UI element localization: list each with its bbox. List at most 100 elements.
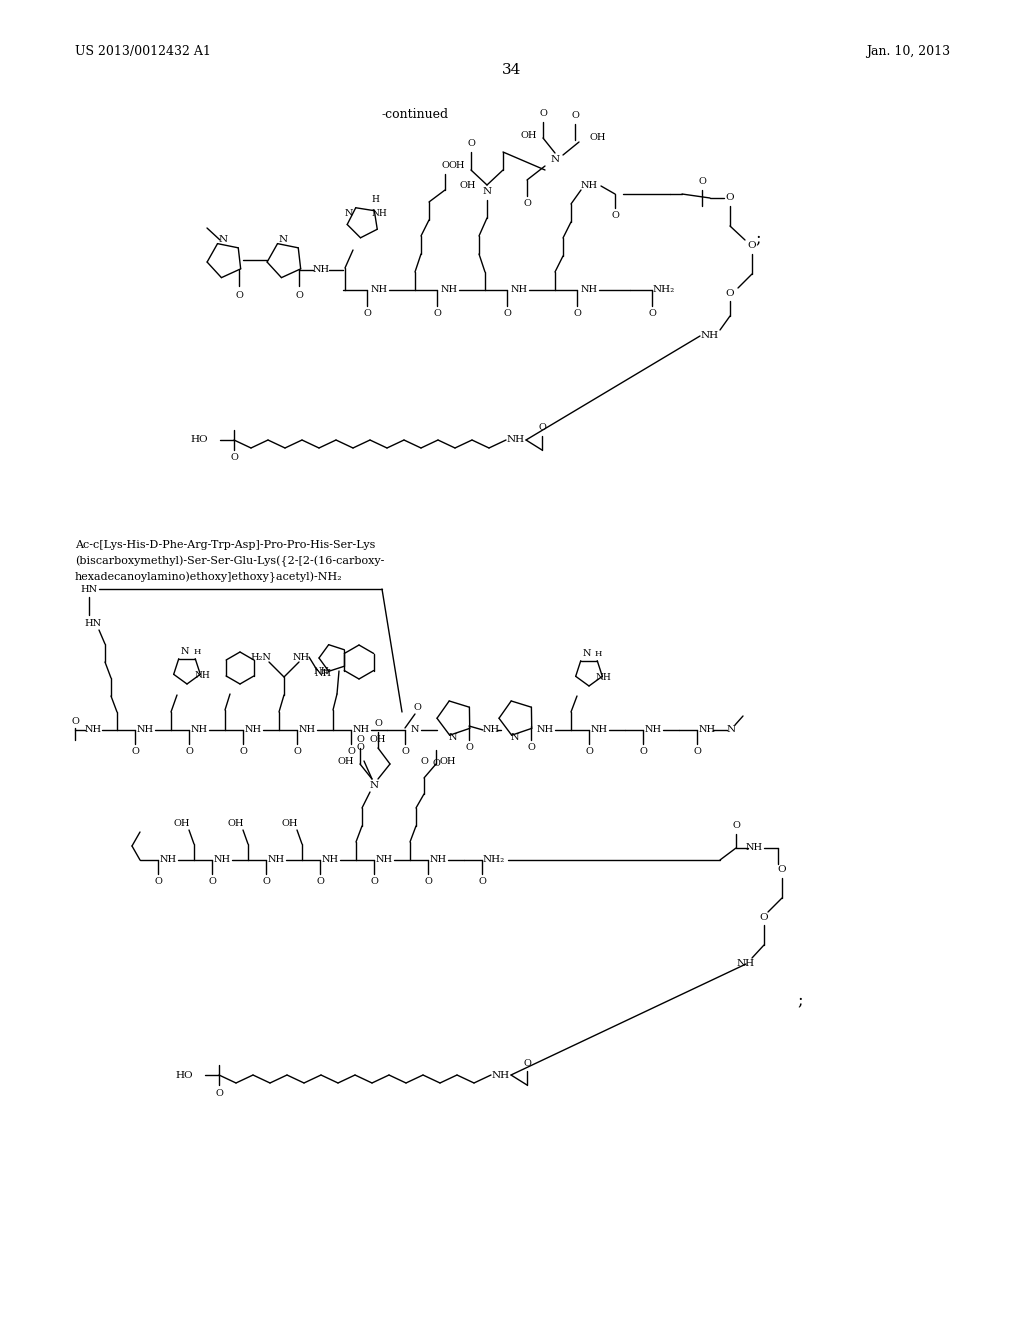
Text: O: O	[539, 110, 547, 119]
Text: NH: NH	[581, 285, 598, 294]
Text: O: O	[726, 194, 734, 202]
Text: NH: NH	[698, 726, 716, 734]
Text: N: N	[218, 235, 227, 244]
Text: NH: NH	[267, 855, 285, 865]
Text: NH: NH	[160, 855, 176, 865]
Text: H: H	[194, 648, 201, 656]
Text: NH: NH	[537, 726, 554, 734]
Text: OH: OH	[439, 758, 457, 767]
Text: NH: NH	[313, 668, 329, 676]
Text: NH: NH	[312, 265, 330, 275]
Text: OH: OH	[589, 133, 605, 143]
Text: O: O	[316, 878, 324, 887]
Text: O: O	[374, 719, 382, 729]
Text: NH: NH	[595, 673, 611, 682]
Text: O: O	[424, 878, 432, 887]
Text: O: O	[639, 747, 647, 756]
Text: NH: NH	[644, 726, 662, 734]
Text: O: O	[293, 747, 301, 756]
Text: O: O	[154, 878, 162, 887]
Text: NH: NH	[371, 285, 387, 294]
Text: OH: OH	[227, 820, 245, 829]
Text: OH: OH	[459, 181, 475, 190]
Text: H: H	[371, 195, 379, 205]
Text: NH: NH	[136, 726, 154, 734]
Text: O: O	[732, 821, 740, 830]
Text: NH: NH	[298, 726, 315, 734]
Text: O: O	[433, 309, 441, 318]
Text: N: N	[411, 726, 419, 734]
Text: O: O	[777, 866, 786, 874]
Text: Jan. 10, 2013: Jan. 10, 2013	[866, 45, 950, 58]
Text: O: O	[347, 747, 355, 756]
Text: O: O	[401, 747, 409, 756]
Text: NH: NH	[510, 285, 527, 294]
Text: O: O	[262, 878, 270, 887]
Text: NH: NH	[322, 855, 339, 865]
Text: NH: NH	[84, 726, 101, 734]
Text: NH: NH	[492, 1071, 510, 1080]
Text: (biscarboxymethyl)-Ser-Ser-Glu-Lys({2-[2-(16-carboxy-: (biscarboxymethyl)-Ser-Ser-Glu-Lys({2-[2…	[75, 556, 384, 566]
Text: OH: OH	[449, 161, 465, 170]
Text: N: N	[345, 210, 353, 219]
Text: NH: NH	[440, 285, 458, 294]
Text: N: N	[726, 726, 735, 734]
Text: O: O	[370, 878, 378, 887]
Text: N: N	[370, 781, 379, 791]
Text: N: N	[511, 734, 519, 742]
Text: US 2013/0012432 A1: US 2013/0012432 A1	[75, 45, 211, 58]
Text: NH₂: NH₂	[483, 855, 505, 865]
Text: NH: NH	[701, 331, 719, 341]
Text: ;: ;	[798, 991, 803, 1008]
Text: O: O	[585, 747, 593, 756]
Text: O: O	[185, 747, 193, 756]
Text: HN: HN	[81, 585, 97, 594]
Text: O: O	[215, 1089, 223, 1097]
Text: 34: 34	[503, 63, 521, 77]
Text: O: O	[698, 177, 706, 186]
Text: O: O	[131, 747, 139, 756]
Text: OH: OH	[521, 132, 538, 140]
Text: NH: NH	[371, 210, 387, 219]
Text: NH: NH	[314, 668, 332, 677]
Text: NH: NH	[195, 672, 210, 681]
Text: OH: OH	[174, 820, 190, 829]
Text: NH: NH	[581, 181, 598, 190]
Text: O: O	[523, 1059, 530, 1068]
Text: NH: NH	[245, 726, 261, 734]
Text: O: O	[356, 735, 364, 744]
Text: N: N	[551, 156, 559, 165]
Text: OH: OH	[282, 820, 298, 829]
Text: O: O	[573, 309, 581, 318]
Text: O: O	[478, 878, 486, 887]
Text: O: O	[527, 743, 535, 752]
Text: O: O	[467, 140, 475, 149]
Text: O: O	[295, 290, 303, 300]
Text: N: N	[583, 649, 591, 659]
Text: O: O	[465, 743, 473, 752]
Text: O: O	[71, 718, 79, 726]
Text: NH: NH	[213, 855, 230, 865]
Text: OH: OH	[370, 735, 386, 744]
Text: O: O	[648, 309, 656, 318]
Text: O: O	[230, 454, 238, 462]
Text: O: O	[432, 759, 440, 768]
Text: O: O	[538, 424, 546, 433]
Text: HN: HN	[84, 619, 101, 627]
Text: H₂N: H₂N	[251, 652, 271, 661]
Text: NH: NH	[429, 855, 446, 865]
Text: O: O	[236, 290, 243, 300]
Text: HO: HO	[175, 1071, 193, 1080]
Text: O: O	[523, 199, 530, 209]
Text: H: H	[594, 649, 602, 657]
Text: -continued: -continued	[381, 108, 449, 121]
Text: NH: NH	[352, 726, 370, 734]
Text: NH: NH	[482, 726, 500, 734]
Text: NH: NH	[293, 652, 309, 661]
Text: O: O	[760, 913, 768, 923]
Text: HO: HO	[190, 436, 208, 445]
Text: O: O	[364, 309, 371, 318]
Text: O: O	[503, 309, 511, 318]
Text: N: N	[279, 235, 288, 244]
Text: O: O	[748, 242, 757, 251]
